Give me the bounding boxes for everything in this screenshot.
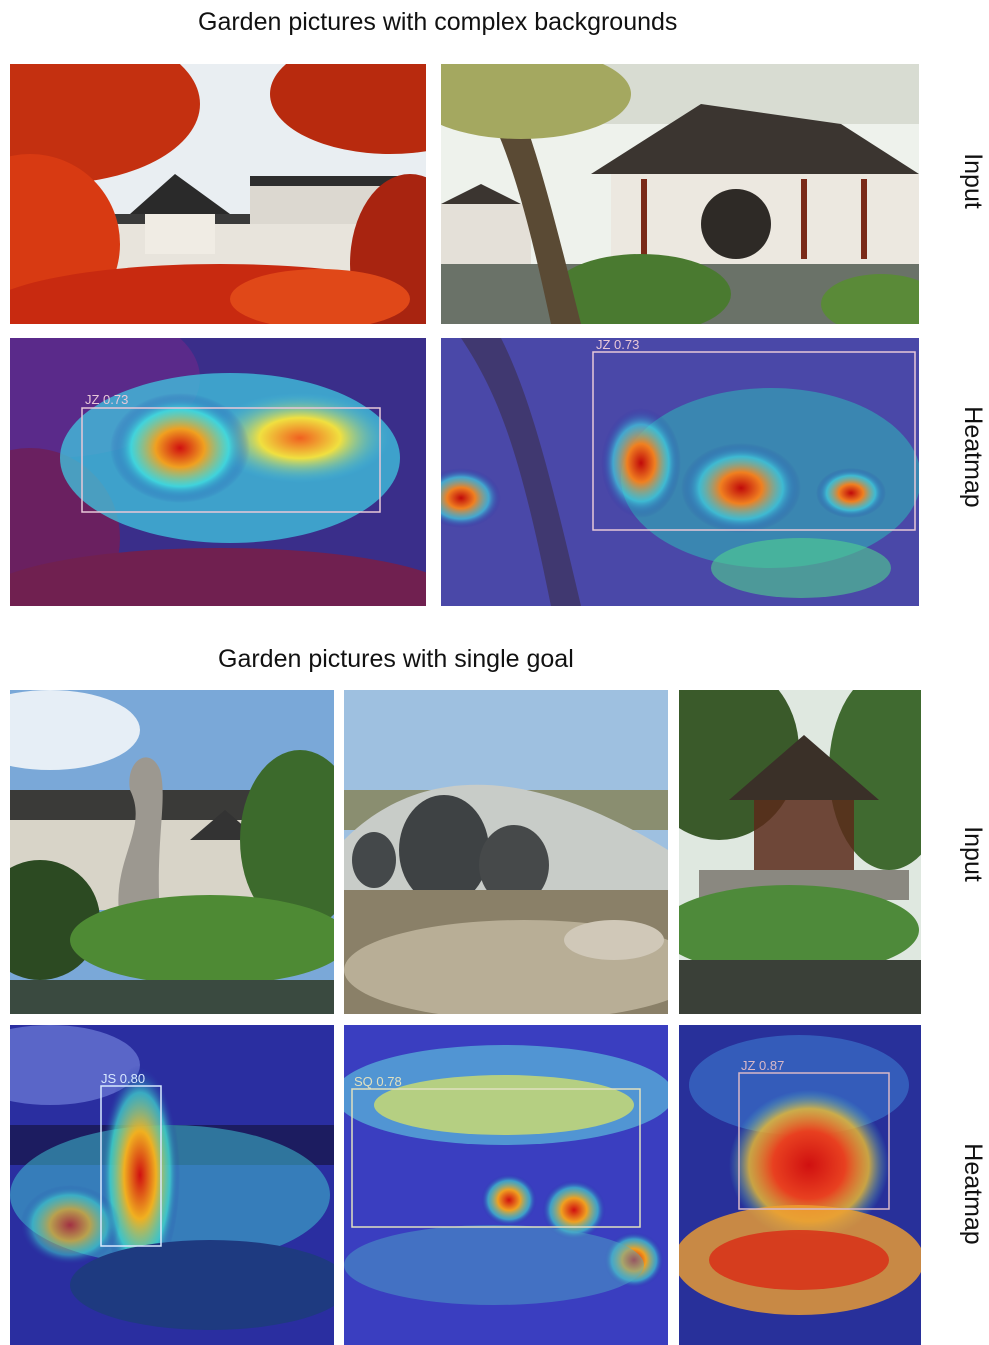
row-label-heatmap: Heatmap <box>959 406 987 508</box>
input-image-arch-bridge <box>344 690 668 1014</box>
section-title-single-goal: Garden pictures with single goal <box>218 645 574 673</box>
input-image-lotus-pavilion <box>679 690 921 1014</box>
input-image-moon-gate-pavilion <box>441 64 919 324</box>
heatmap-image-arch-bridge: SQ 0.78 <box>344 1025 668 1345</box>
detection-label: JS 0.80 <box>101 1071 145 1086</box>
row-label-input: Input <box>959 153 987 209</box>
heatmap-image-lotus-pavilion: JZ 0.87 <box>679 1025 921 1345</box>
heatmap-image-moon-gate-pavilion: JZ 0.73 <box>441 338 919 606</box>
heatmap-image-maple-courtyard: JZ 0.73 <box>10 338 426 606</box>
input-image-maple-courtyard <box>10 64 426 324</box>
input-image-rockery <box>10 690 334 1014</box>
row-label-input: Input <box>959 826 987 882</box>
section-title-complex: Garden pictures with complex backgrounds <box>198 8 678 36</box>
detection-label: JZ 0.73 <box>596 338 639 352</box>
heatmap-image-rockery: JS 0.80 <box>10 1025 334 1345</box>
detection-label: SQ 0.78 <box>354 1074 402 1089</box>
detection-label: JZ 0.73 <box>85 392 128 407</box>
row-label-heatmap: Heatmap <box>959 1143 987 1245</box>
detection-label: JZ 0.87 <box>741 1058 784 1073</box>
